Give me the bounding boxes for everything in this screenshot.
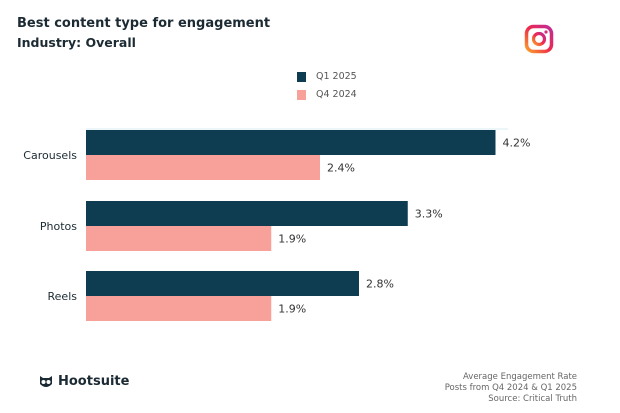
footer-note-line: Source: Critical Truth xyxy=(488,394,577,404)
legend-label: Q1 2025 xyxy=(316,71,357,82)
data-label: 2.8% xyxy=(366,278,394,291)
bar-reels-0 xyxy=(86,271,359,296)
bar-photos-1 xyxy=(86,226,272,251)
hootsuite-owl-icon xyxy=(40,376,52,387)
bar-carousels-0 xyxy=(86,130,496,155)
data-label: 4.2% xyxy=(503,137,531,150)
data-label: 1.9% xyxy=(278,233,306,246)
footer-note-line: Posts from Q4 2024 & Q1 2025 xyxy=(444,383,577,393)
chart-title: Best content type for engagement xyxy=(17,16,271,31)
category-label: Carousels xyxy=(23,149,77,162)
chart-subtitle: Industry: Overall xyxy=(17,35,136,50)
category-label: Reels xyxy=(48,290,78,303)
data-label: 1.9% xyxy=(278,303,306,316)
legend-swatch xyxy=(297,71,306,82)
legend-label: Q4 2024 xyxy=(316,89,357,100)
footer-note: Average Engagement Rate Posts from Q4 20… xyxy=(445,372,577,405)
legend-swatch xyxy=(297,89,306,100)
brand-name: Hootsuite xyxy=(58,374,130,389)
legend-item-q4-2024: Q4 2024 xyxy=(297,89,357,100)
data-label: 3.3% xyxy=(415,208,443,221)
data-label: 2.4% xyxy=(327,162,355,175)
legend-item-q1-2025: Q1 2025 xyxy=(297,71,357,82)
bar-photos-0 xyxy=(86,201,408,226)
bar-reels-1 xyxy=(86,296,272,321)
category-label: Photos xyxy=(40,220,77,233)
hootsuite-logo: Hootsuite xyxy=(38,373,129,390)
instagram-icon xyxy=(524,24,554,54)
footer-note-line: Average Engagement Rate xyxy=(462,372,577,382)
bar-carousels-1 xyxy=(86,155,320,180)
